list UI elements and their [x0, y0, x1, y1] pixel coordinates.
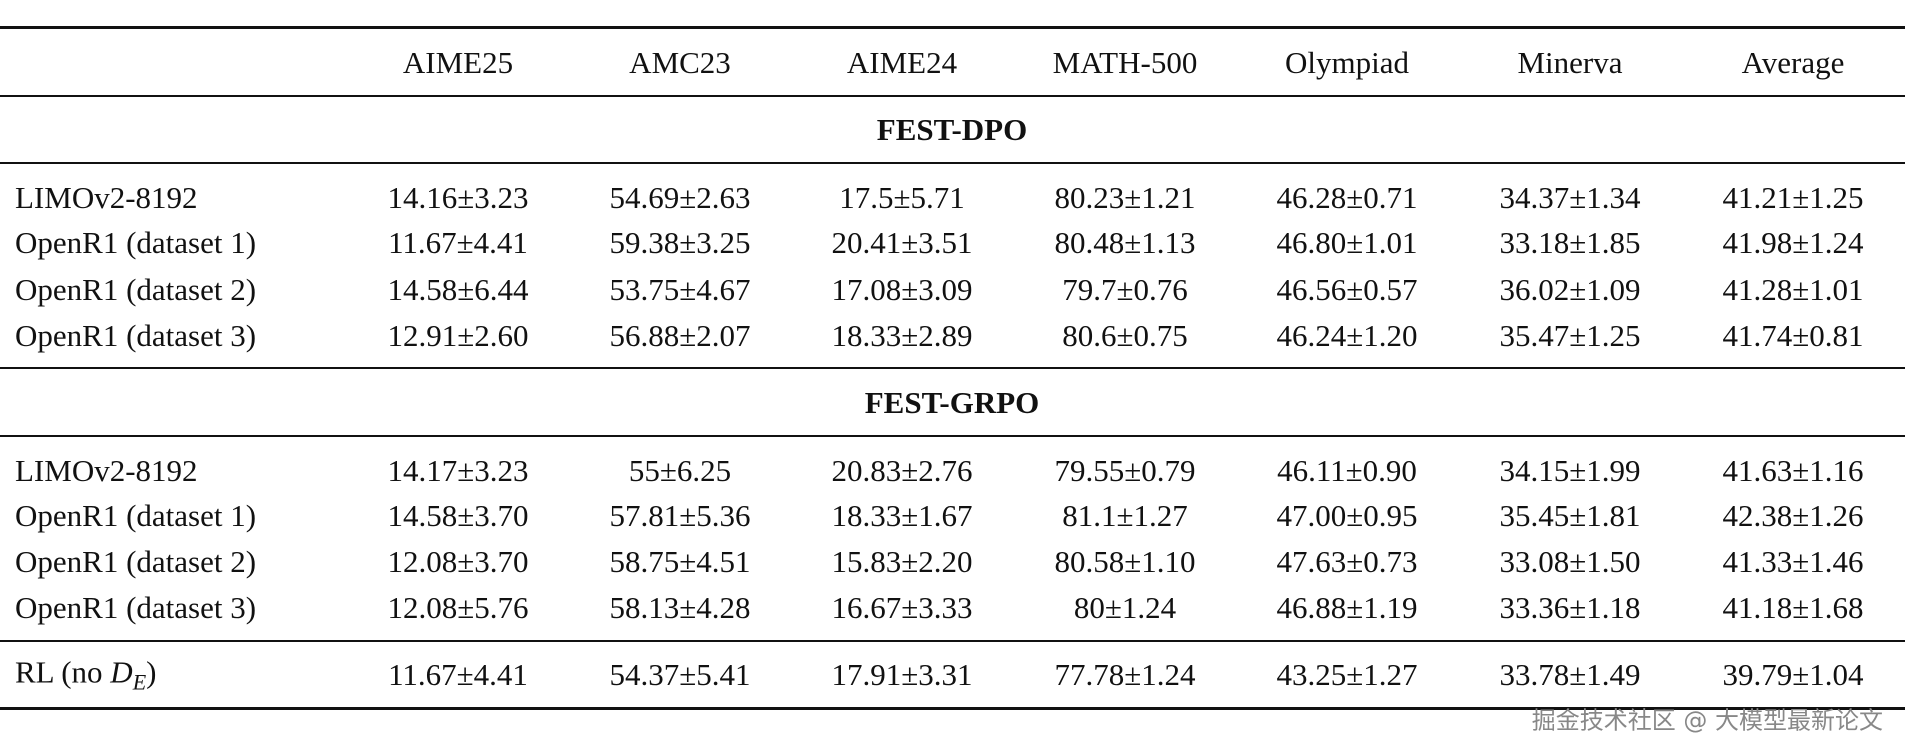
cell-value: 81.1±1.27 [1062, 498, 1188, 533]
cell-value: 39.79±1.04 [1722, 657, 1864, 692]
cell-value: 47.63±0.73 [1276, 544, 1418, 579]
column-header: Minerva [1517, 45, 1623, 80]
section-title: FEST-DPO [876, 112, 1028, 147]
cell-value: 46.80±1.01 [1276, 225, 1418, 260]
cell-value: 80.23±1.21 [1054, 180, 1196, 215]
cell-value: 17.5±5.71 [839, 180, 965, 215]
rule [0, 95, 1905, 97]
cell-value: 53.75±4.67 [609, 272, 751, 307]
label-text: RL (no [15, 654, 111, 690]
cell-value: 34.15±1.99 [1499, 453, 1641, 488]
watermark: 掘金技术社区 @ 大模型最新论文 [1531, 706, 1883, 735]
cell-value: 16.67±3.33 [831, 590, 973, 625]
row-label: OpenR1 (dataset 3) [15, 590, 257, 625]
cell-value: 42.38±1.26 [1722, 498, 1864, 533]
cell-value: 46.88±1.19 [1276, 590, 1418, 625]
cell-value: 14.16±3.23 [387, 180, 529, 215]
cell-value: 80±1.24 [1073, 590, 1177, 625]
row-label: OpenR1 (dataset 1) [15, 498, 257, 533]
cell-value: 33.36±1.18 [1499, 590, 1641, 625]
cell-value: 59.38±3.25 [609, 225, 751, 260]
cell-value: 41.18±1.68 [1722, 590, 1864, 625]
cell-value: 18.33±2.89 [831, 318, 973, 353]
cell-value: 18.33±1.67 [831, 498, 973, 533]
cell-value: 56.88±2.07 [609, 318, 751, 353]
cell-value: 46.56±0.57 [1276, 272, 1418, 307]
row-label: OpenR1 (dataset 3) [15, 318, 257, 353]
rule [0, 367, 1905, 369]
cell-value: 20.83±2.76 [831, 453, 973, 488]
cell-value: 12.08±3.70 [387, 544, 529, 579]
cell-value: 47.00±0.95 [1276, 498, 1418, 533]
column-header: Olympiad [1285, 45, 1409, 80]
cell-value: 17.08±3.09 [831, 272, 973, 307]
cell-value: 15.83±2.20 [831, 544, 973, 579]
row-label: RL (no DE) [15, 654, 156, 695]
rule [0, 162, 1905, 164]
cell-value: 77.78±1.24 [1054, 657, 1196, 692]
cell-value: 43.25±1.27 [1276, 657, 1418, 692]
cell-value: 12.08±5.76 [387, 590, 529, 625]
cell-value: 79.55±0.79 [1054, 453, 1196, 488]
cell-value: 17.91±3.31 [831, 657, 973, 692]
row-label: OpenR1 (dataset 2) [15, 272, 257, 307]
cell-value: 14.58±6.44 [387, 272, 529, 307]
bottom-rule [0, 707, 1905, 710]
cell-value: 46.28±0.71 [1276, 180, 1418, 215]
cell-value: 41.33±1.46 [1722, 544, 1864, 579]
label-subscript: E [132, 669, 147, 695]
cell-value: 41.21±1.25 [1722, 180, 1864, 215]
cell-value: 35.47±1.25 [1499, 318, 1641, 353]
rule [0, 435, 1905, 437]
cell-value: 79.7±0.76 [1062, 272, 1188, 307]
cell-value: 33.78±1.49 [1499, 657, 1641, 692]
cell-value: 54.37±5.41 [609, 657, 751, 692]
cell-value: 57.81±5.36 [609, 498, 751, 533]
label-text: ) [146, 654, 157, 690]
cell-value: 41.74±0.81 [1722, 318, 1864, 353]
cell-value: 33.18±1.85 [1499, 225, 1641, 260]
cell-value: 46.24±1.20 [1276, 318, 1418, 353]
cell-value: 41.98±1.24 [1722, 225, 1864, 260]
cell-value: 14.58±3.70 [387, 498, 529, 533]
cell-value: 12.91±2.60 [387, 318, 529, 353]
cell-value: 46.11±0.90 [1277, 453, 1417, 488]
row-label: LIMOv2-8192 [15, 180, 198, 215]
label-symbol: D [110, 654, 133, 690]
cell-value: 41.63±1.16 [1722, 453, 1864, 488]
cell-value: 20.41±3.51 [831, 225, 973, 260]
cell-value: 11.67±4.41 [388, 657, 528, 692]
column-header: Average [1741, 45, 1845, 80]
cell-value: 35.45±1.81 [1499, 498, 1641, 533]
cell-value: 58.13±4.28 [609, 590, 751, 625]
cell-value: 80.48±1.13 [1054, 225, 1196, 260]
cell-value: 54.69±2.63 [609, 180, 751, 215]
cell-value: 80.6±0.75 [1062, 318, 1188, 353]
section-title: FEST-GRPO [864, 385, 1040, 420]
row-label: OpenR1 (dataset 2) [15, 544, 257, 579]
column-header: AIME24 [846, 45, 958, 80]
column-header: AIME25 [402, 45, 514, 80]
row-label: LIMOv2-8192 [15, 453, 198, 488]
cell-value: 33.08±1.50 [1499, 544, 1641, 579]
cell-value: 14.17±3.23 [387, 453, 529, 488]
cell-value: 36.02±1.09 [1499, 272, 1641, 307]
cell-value: 55±6.25 [628, 453, 732, 488]
column-header: AMC23 [629, 45, 731, 80]
column-header: MATH-500 [1052, 45, 1198, 80]
cell-value: 34.37±1.34 [1499, 180, 1641, 215]
cell-value: 58.75±4.51 [609, 544, 751, 579]
cell-value: 11.67±4.41 [388, 225, 528, 260]
row-label: OpenR1 (dataset 1) [15, 225, 257, 260]
top-rule [0, 26, 1905, 29]
cell-value: 80.58±1.10 [1054, 544, 1196, 579]
cell-value: 41.28±1.01 [1722, 272, 1864, 307]
rule [0, 640, 1905, 642]
